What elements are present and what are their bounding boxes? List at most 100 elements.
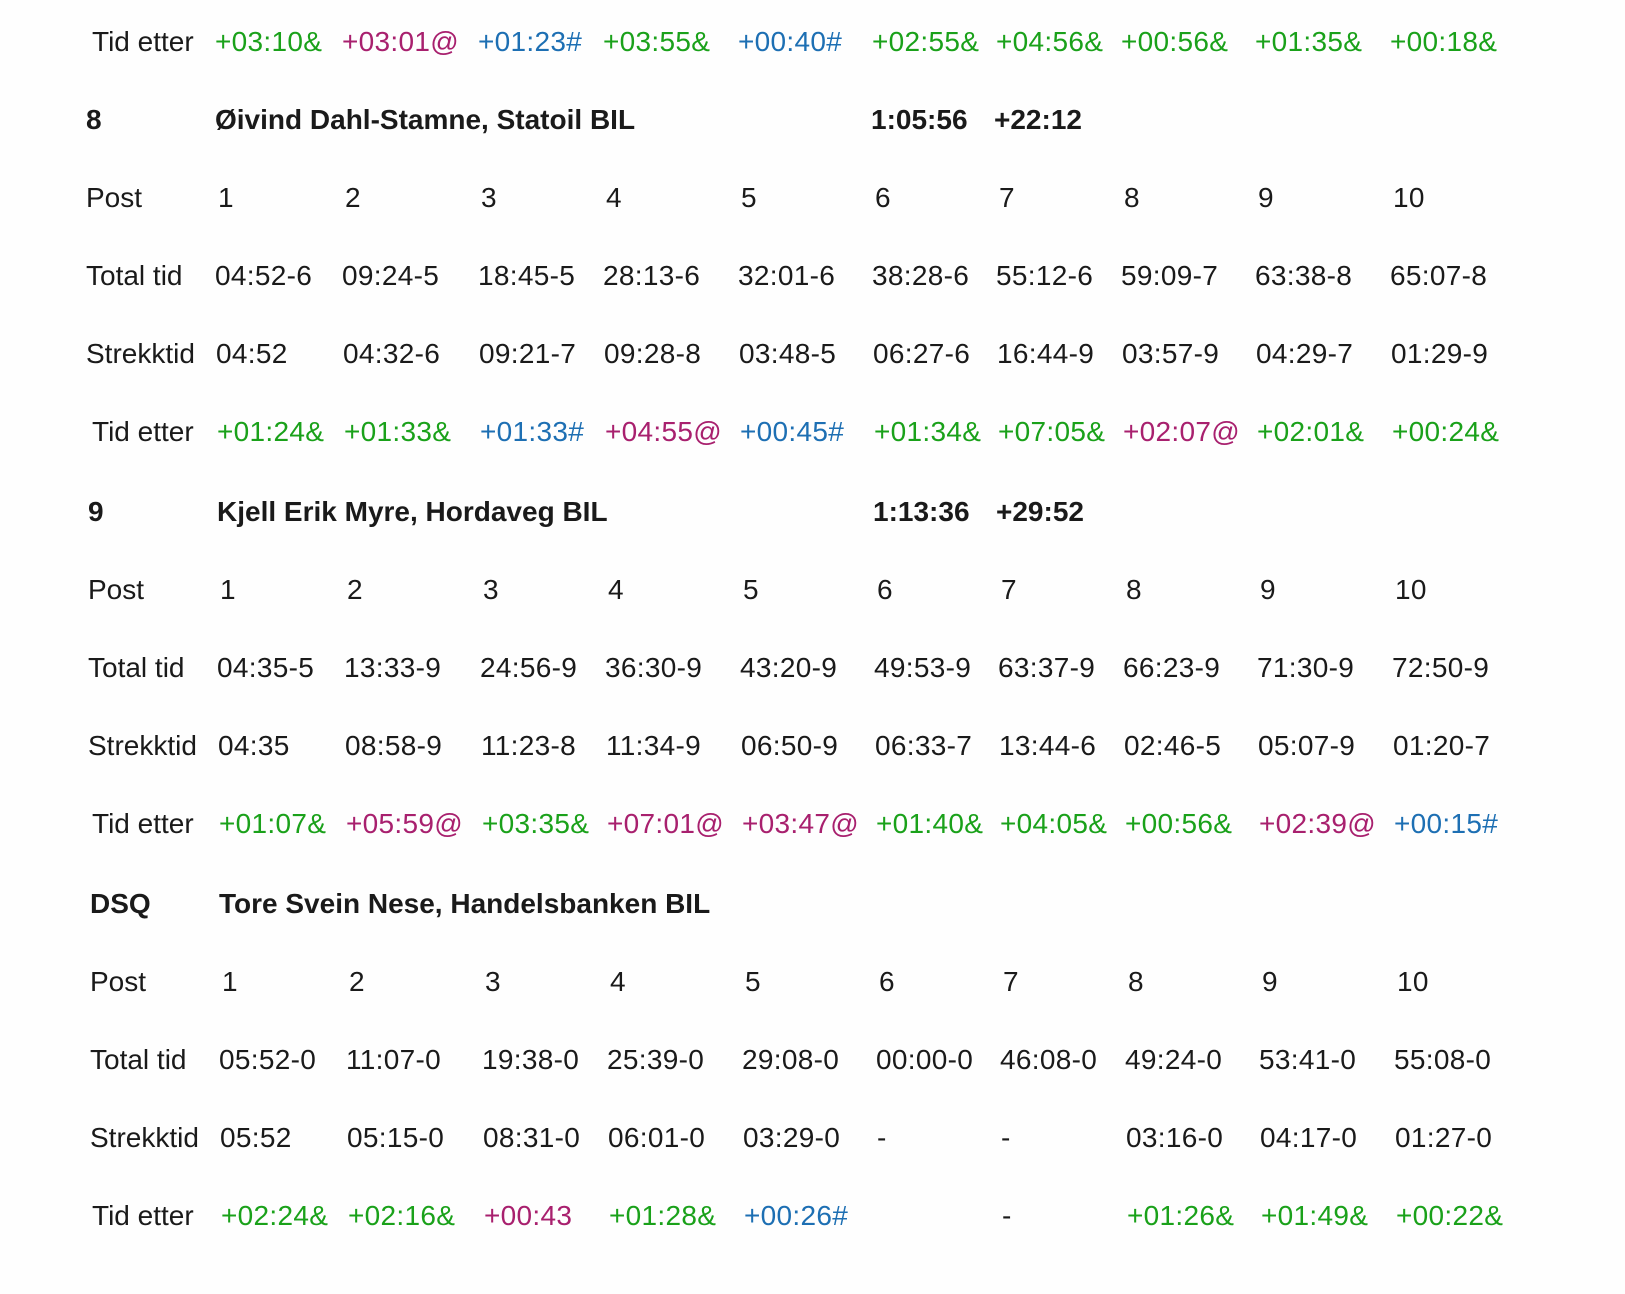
runner-time: 1:13:36: [873, 496, 970, 527]
post-number: 7: [1001, 574, 1017, 605]
total-tid-cell: 66:23-9: [1123, 652, 1221, 683]
tid-etter-cell: +00:26#: [744, 1200, 849, 1231]
post-number: 6: [879, 966, 895, 997]
post-number: 2: [349, 966, 365, 997]
total-tid-cell: 65:07-8: [1390, 260, 1488, 291]
total-tid-cell: 19:38-0: [482, 1044, 580, 1075]
total-tid-cell: 71:30-9: [1257, 652, 1355, 683]
tid-etter-cell: +01:24&: [217, 416, 325, 447]
runner-name: Øivind Dahl-Stamne, Statoil BIL: [215, 104, 636, 135]
strekktid-cell: 08:31-0: [483, 1122, 581, 1153]
tid-etter-cell: +03:55&: [603, 26, 711, 57]
total-tid-cell: 09:24-5: [342, 260, 440, 291]
tid-etter-cell: +03:35&: [482, 808, 590, 839]
strekktid-cell: 04:29-7: [1256, 338, 1354, 369]
post-number: 7: [1003, 966, 1019, 997]
strekktid-cell: 09:28-8: [604, 338, 702, 369]
total-tid-cell: 25:39-0: [607, 1044, 705, 1075]
total-tid-cell: 05:52-0: [219, 1044, 317, 1075]
tid-etter-cell: +01:33#: [480, 416, 585, 447]
tid-etter-cell: +01:40&: [876, 808, 984, 839]
strekktid-cell: 16:44-9: [997, 338, 1095, 369]
tid-etter-cell: +02:39@: [1259, 808, 1376, 839]
post-number: 3: [483, 574, 499, 605]
tid-etter-cell: +00:24&: [1392, 416, 1500, 447]
post-number: 10: [1397, 966, 1429, 997]
tid-etter-cell: +01:26&: [1127, 1200, 1235, 1231]
tid-etter-cell: +00:40#: [738, 26, 843, 57]
total-tid-cell: 18:45-5: [478, 260, 576, 291]
post-number: 6: [875, 182, 891, 213]
post-number: 5: [743, 574, 759, 605]
post-label: Post: [86, 182, 143, 213]
runner-name: Kjell Erik Myre, Hordaveg BIL: [217, 496, 608, 527]
total-tid-cell: 59:09-7: [1121, 260, 1219, 291]
post-number: 2: [345, 182, 361, 213]
tid-etter-cell: +00:56&: [1121, 26, 1229, 57]
runner-place: 9: [88, 496, 104, 527]
strekktid-cell: 13:44-6: [999, 730, 1097, 761]
post-number: 9: [1260, 574, 1276, 605]
post-number: 10: [1395, 574, 1427, 605]
tid-etter-cell: +02:55&: [872, 26, 980, 57]
tid-etter-cell: +03:47@: [742, 808, 859, 839]
post-number: 1: [222, 966, 238, 997]
tid-etter-cell: +00:43: [484, 1200, 573, 1231]
strekktid-label: Strekktid: [90, 1122, 199, 1153]
tid-etter-cell: +01:33&: [344, 416, 452, 447]
total-tid-cell: 43:20-9: [740, 652, 838, 683]
tid-etter-cell: +00:22&: [1396, 1200, 1504, 1231]
tid-etter-cell: +01:35&: [1255, 26, 1363, 57]
post-number: 1: [220, 574, 236, 605]
tid-etter-cell: +00:45#: [740, 416, 845, 447]
tid-etter-label: Tid etter: [92, 416, 194, 447]
tid-etter-cell: +02:01&: [1257, 416, 1365, 447]
strekktid-cell: 02:46-5: [1124, 730, 1222, 761]
tid-etter-cell: +04:55@: [605, 416, 722, 447]
tid-etter-cell: -: [1002, 1200, 1012, 1231]
total-tid-cell: 04:35-5: [217, 652, 315, 683]
total-tid-cell: 63:37-9: [998, 652, 1096, 683]
total-tid-cell: 53:41-0: [1259, 1044, 1357, 1075]
tid-etter-cell: +02:24&: [221, 1200, 329, 1231]
total-tid-cell: 32:01-6: [738, 260, 836, 291]
strekktid-cell: 01:27-0: [1395, 1122, 1493, 1153]
tid-etter-cell: +01:34&: [874, 416, 982, 447]
strekktid-cell: 03:16-0: [1126, 1122, 1224, 1153]
total-tid-cell: 55:12-6: [996, 260, 1094, 291]
runner-place: DSQ: [90, 888, 151, 919]
tid-etter-cell: +01:28&: [609, 1200, 717, 1231]
strekktid-cell: 05:15-0: [347, 1122, 445, 1153]
tid-etter-cell: +03:01@: [342, 26, 459, 57]
tid-etter-cell: +03:10&: [215, 26, 323, 57]
tid-etter-cell: +02:07@: [1123, 416, 1240, 447]
total-tid-cell: 49:24-0: [1125, 1044, 1223, 1075]
tid-etter-cell: +04:56&: [996, 26, 1104, 57]
post-number: 6: [877, 574, 893, 605]
runner-time: 1:05:56: [871, 104, 968, 135]
strekktid-cell: 01:20-7: [1393, 730, 1491, 761]
tid-etter-cell: +07:01@: [607, 808, 724, 839]
strekktid-cell: 04:35: [218, 730, 290, 761]
runner-behind: +29:52: [996, 496, 1084, 527]
post-number: 1: [218, 182, 234, 213]
total-tid-cell: 46:08-0: [1000, 1044, 1098, 1075]
total-tid-label: Total tid: [88, 652, 185, 683]
total-tid-cell: 55:08-0: [1394, 1044, 1492, 1075]
tid-etter-cell: +07:05&: [998, 416, 1106, 447]
post-number: 4: [608, 574, 624, 605]
post-number: 5: [741, 182, 757, 213]
post-number: 3: [481, 182, 497, 213]
runner-behind: +22:12: [994, 104, 1082, 135]
tid-etter-label: Tid etter: [92, 808, 194, 839]
strekktid-cell: 06:01-0: [608, 1122, 706, 1153]
strekktid-cell: 06:33-7: [875, 730, 973, 761]
strekktid-cell: 11:23-8: [481, 730, 576, 761]
strekktid-label: Strekktid: [86, 338, 195, 369]
strekktid-cell: 03:48-5: [739, 338, 837, 369]
total-tid-cell: 49:53-9: [874, 652, 972, 683]
total-tid-cell: 13:33-9: [344, 652, 442, 683]
strekktid-cell: 11:34-9: [606, 730, 701, 761]
strekktid-cell: 04:52: [216, 338, 288, 369]
runner-place: 8: [86, 104, 102, 135]
